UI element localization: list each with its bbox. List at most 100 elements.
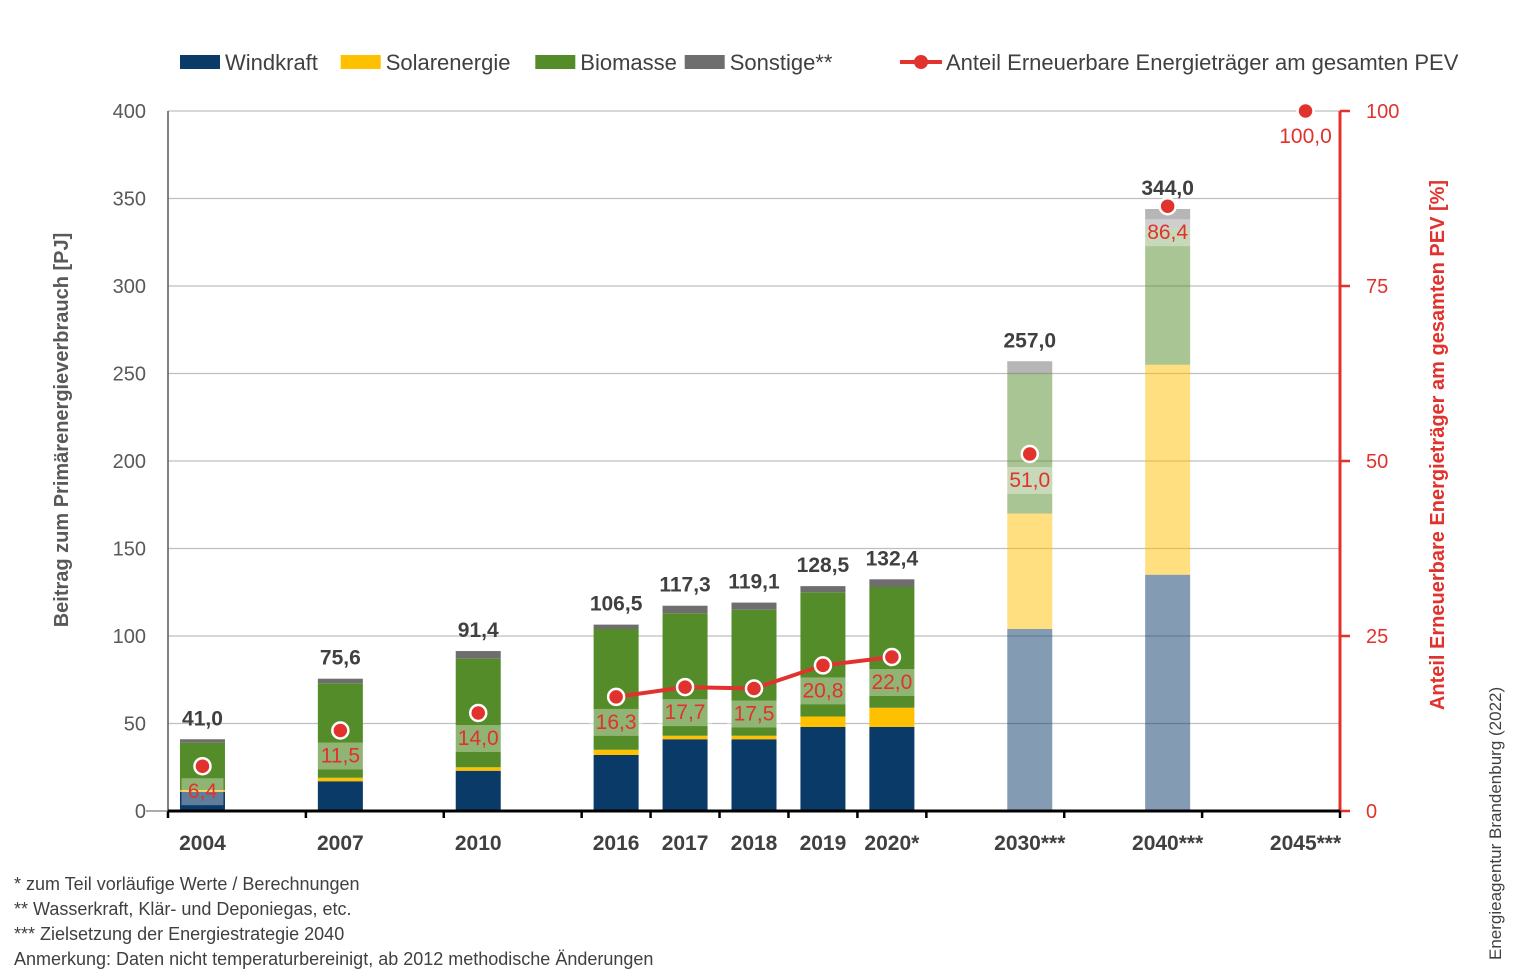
x-tick-label: 2010: [455, 832, 502, 855]
bar-total-label: 106,5: [590, 593, 643, 616]
share-label-bg: [795, 677, 850, 705]
share-label-bg: [313, 742, 368, 770]
bar-segment: [593, 755, 639, 811]
share-label-bg: [451, 725, 506, 752]
share-marker: [882, 647, 902, 667]
bar-segment: [731, 609, 777, 736]
share-label-bg: [658, 699, 713, 727]
bar-segment: [179, 790, 225, 792]
bar-segment: [1145, 209, 1191, 229]
share-value-label: 17,7: [665, 701, 706, 724]
bar-segment: [869, 587, 915, 708]
bar-segment: [800, 592, 846, 717]
share-label-bg: [727, 700, 781, 728]
y2-tick-label: 25: [1366, 626, 1388, 648]
bar-segment: [731, 739, 777, 811]
share-marker: [813, 656, 833, 675]
y-tick-label: 50: [124, 714, 146, 736]
bar-segment: [662, 613, 708, 736]
share-line: [193, 101, 1315, 776]
y-tick-label: 350: [113, 189, 146, 211]
share-marker: [193, 756, 212, 776]
share-marker: [331, 721, 350, 740]
bar-segment: [731, 735, 777, 740]
x-tick-label: 2018: [731, 832, 778, 855]
bar-segment: [455, 767, 501, 771]
bar-total-label: 128,5: [797, 554, 850, 577]
y2-tick-label: 0: [1366, 801, 1377, 823]
x-tick-label: 2045***: [1270, 832, 1342, 855]
share-value-label: 16,3: [596, 711, 637, 734]
bar-total-label: 75,6: [320, 647, 361, 670]
bar-segment: [662, 739, 708, 811]
share-value-label: 17,5: [734, 703, 775, 726]
bar-segment: [455, 770, 501, 811]
bar-segment: [800, 586, 846, 593]
footnote-3: *** Zielsetzung der Energiestrategie 204…: [14, 924, 345, 944]
share-value-label: 86,4: [1147, 221, 1188, 244]
share-value-label: 51,0: [1009, 469, 1050, 492]
bar-segment: [1007, 513, 1053, 629]
share-label-bg: [1272, 123, 1339, 150]
legend-swatch: [340, 55, 381, 69]
footnote-2: ** Wasserkraft, Klär- und Deponiegas, et…: [14, 899, 352, 919]
legend-marker: [914, 55, 928, 69]
share-label-bg: [589, 708, 644, 736]
bar-total-label: 41,0: [182, 707, 223, 730]
share-marker: [744, 679, 764, 698]
y2-tick-label: 100: [1366, 101, 1399, 123]
share-marker: [606, 687, 626, 707]
legend-label: Anteil Erneuerbare Energieträger am gesa…: [946, 50, 1459, 75]
bar-segment: [1145, 574, 1191, 811]
bar-total-label: 117,3: [659, 574, 710, 597]
y2-tick-label: 75: [1366, 276, 1388, 298]
bar-segment: [869, 707, 915, 727]
bar-total-label: 119,1: [728, 571, 780, 594]
bar-total-label: 91,4: [458, 619, 499, 642]
y-tick-label: 200: [113, 451, 146, 473]
share-value-label: 6,4: [188, 780, 218, 803]
bar-segment: [869, 579, 915, 587]
share-label-bg: [181, 778, 224, 806]
share-value-label: 20,8: [803, 679, 844, 702]
source-credit: Energieagentur Brandenburg (2022): [1486, 686, 1505, 960]
share-marker: [1158, 196, 1177, 216]
share-label-bg: [1002, 467, 1057, 494]
y2-axis-label: Anteil Erneuerbare Energieträger am gesa…: [1427, 180, 1449, 710]
share-value-label: 100,0: [1279, 125, 1332, 148]
legend-swatch: [535, 55, 576, 69]
footnote-1: * zum Teil vorläufige Werte / Berechnung…: [14, 874, 360, 894]
stacked-bars: [179, 209, 1191, 811]
legend-label: Windkraft: [225, 50, 318, 75]
footnotes: * zum Teil vorläufige Werte / Berechnung…: [14, 872, 653, 972]
bar-segment: [1145, 364, 1191, 575]
legend-swatch: [684, 55, 725, 69]
bar-total-label: 132,4: [866, 547, 919, 570]
y-axis-label: Beitrag zum Primärenergieverbrauch [PJ]: [51, 233, 73, 628]
bar-segment: [869, 727, 915, 811]
bar-segment: [317, 777, 363, 782]
bar-segment: [800, 727, 846, 811]
y-tick-label: 300: [113, 276, 146, 298]
x-tick-label: 2019: [800, 832, 847, 855]
y-tick-label: 150: [113, 539, 146, 561]
legend-swatch: [180, 55, 220, 69]
bar-segment: [1007, 373, 1053, 514]
bar-segment: [662, 605, 708, 614]
legend-label: Solarenergie: [386, 50, 511, 75]
y-tick-label: 0: [135, 801, 146, 823]
legend-label: Sonstige**: [730, 50, 833, 75]
y-tick-label: 100: [113, 626, 146, 648]
share-marker: [675, 677, 695, 697]
x-tick-label: 2017: [662, 832, 709, 855]
y-tick-label: 250: [113, 364, 146, 386]
legend-label: Biomasse: [580, 50, 677, 75]
share-value-label: 22,0: [871, 671, 912, 694]
y-tick-label: 400: [113, 101, 146, 123]
share-label-bg: [864, 669, 919, 696]
x-tick-label: 2020*: [864, 832, 920, 855]
legend: Windkraft Solarenergie Biomasse Sonstige** A…: [180, 50, 1459, 75]
share-value-label: 11,5: [321, 745, 360, 768]
x-tick-label: 2030***: [994, 832, 1066, 855]
axes: 0 50 100 150 200 250 300 350 400 0 25 50 75 100 2004 20…: [113, 101, 1400, 855]
